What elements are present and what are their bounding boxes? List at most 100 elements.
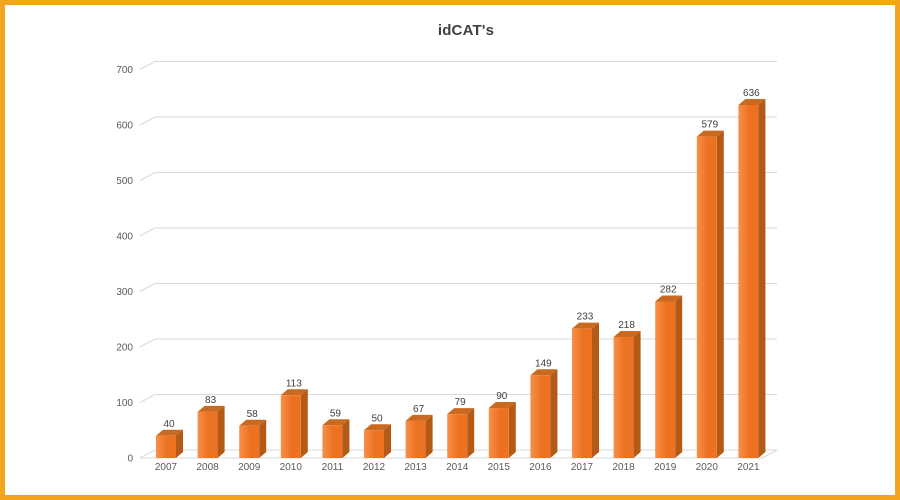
x-axis-label: 2016	[529, 462, 552, 473]
x-axis-label: 2010	[280, 462, 303, 473]
bar-value-label: 282	[660, 284, 677, 295]
bar-value-label: 50	[371, 413, 383, 424]
bar-top-face	[572, 322, 599, 329]
bar-front-face	[696, 136, 717, 458]
bar-value-label: 83	[205, 395, 217, 406]
bar-value-label: 59	[330, 408, 342, 419]
bar-side-face	[384, 424, 391, 458]
axis-tick-diagonal	[139, 449, 156, 459]
bar-group-2009: 58 2009	[238, 409, 267, 473]
bar-top-face	[655, 295, 683, 302]
bar-side-face	[259, 419, 267, 458]
bar-front-face	[239, 425, 260, 458]
x-axis-label: 2014	[446, 462, 469, 473]
bar-group-2018: 218 2018	[612, 320, 641, 473]
y-axis-label: 500	[116, 176, 133, 187]
bar-value-label: 67	[413, 404, 425, 415]
bar-value-label: 149	[535, 358, 552, 369]
bar-side-face	[675, 295, 683, 458]
y-axis-label: 400	[116, 232, 133, 243]
chart-canvas: 0 100 200 300 400 500 600 700 40 2007 83 2008 58 2009…	[116, 61, 778, 473]
y-axis-label: 0	[127, 454, 133, 465]
bar-top-face	[280, 389, 308, 396]
axis-tick-diagonal	[139, 116, 156, 126]
axis-tick-diagonal	[139, 227, 156, 237]
bar-top-face	[696, 130, 724, 137]
bar-front-face	[488, 408, 509, 458]
bar-front-face	[197, 411, 218, 458]
bar-side-face	[633, 331, 641, 458]
y-axis-label: 100	[116, 398, 133, 409]
bar-group-2012: 50 2012	[363, 413, 391, 473]
axis-tick-diagonal	[139, 61, 156, 70]
y-axis-label: 700	[116, 65, 133, 76]
bar-group-2019: 282 2019	[654, 284, 683, 473]
bar-side-face	[550, 369, 558, 458]
bar-group-2013: 67 2013	[404, 404, 433, 473]
chart-title: idCAT's	[437, 22, 495, 39]
axis-tick-diagonal	[139, 338, 156, 348]
bar-side-face	[716, 130, 724, 458]
x-axis-label: 2007	[155, 462, 178, 473]
bar-top-face	[197, 405, 225, 412]
axis-tick-diagonal	[139, 283, 156, 292]
bar-front-face	[738, 105, 759, 459]
bar-side-face	[176, 429, 183, 458]
bar-top-face	[488, 402, 516, 409]
bar-value-label: 233	[577, 312, 594, 323]
bar-value-label: 579	[701, 120, 718, 131]
bar-value-label: 113	[286, 378, 302, 389]
bar-front-face	[364, 430, 384, 458]
bar-value-label: 40	[163, 419, 175, 430]
x-axis-label: 2019	[654, 462, 677, 473]
bar-front-face	[572, 328, 592, 458]
bar-side-face	[508, 402, 516, 458]
bar-front-face	[530, 375, 551, 458]
bar-side-face	[300, 389, 308, 458]
bar-value-label: 636	[743, 88, 760, 99]
x-axis-label: 2018	[612, 462, 635, 473]
bar-side-face	[342, 419, 350, 458]
bar-front-face	[280, 395, 301, 458]
x-axis-label: 2012	[363, 462, 386, 473]
bar-value-label: 58	[247, 409, 259, 420]
bar-top-face	[738, 99, 766, 106]
y-axis-label: 200	[116, 343, 133, 354]
x-axis-label: 2017	[571, 462, 594, 473]
bar-group-2020: 579 2020	[696, 120, 724, 473]
bar-group-2008: 83 2008	[196, 395, 225, 473]
bar-top-face	[156, 429, 183, 436]
bar-front-face	[322, 425, 343, 458]
bar-group-2021: 636 2021	[737, 88, 766, 473]
x-axis-label: 2008	[196, 462, 219, 473]
x-axis-label: 2015	[488, 462, 511, 473]
bar-front-face	[156, 435, 176, 458]
y-axis-label: 600	[116, 121, 133, 132]
bar-group-2007: 40 2007	[155, 419, 183, 473]
bar-group-2016: 149 2016	[529, 358, 558, 473]
bar-front-face	[613, 337, 634, 458]
bar-top-face	[447, 408, 475, 415]
bar-value-label: 90	[496, 391, 508, 402]
x-axis-label: 2011	[322, 462, 344, 473]
bar-value-label: 79	[455, 397, 467, 408]
bar-top-face	[364, 424, 391, 431]
bar-side-face	[467, 408, 475, 458]
bar-top-face	[613, 331, 641, 338]
bar-side-face	[592, 322, 599, 458]
bar-value-label: 218	[618, 320, 635, 331]
x-axis-label: 2009	[238, 462, 261, 473]
bar-group-2017: 233 2017	[571, 312, 599, 473]
bar-group-2011: 59 2011	[322, 408, 350, 473]
bar-side-face	[217, 405, 225, 458]
y-axis-label: 300	[116, 287, 133, 298]
axis-tick-diagonal	[139, 172, 156, 181]
bar-top-face	[322, 419, 350, 426]
bar-front-face	[447, 414, 468, 458]
x-axis-label: 2020	[696, 462, 719, 473]
bar-front-face	[405, 420, 426, 458]
bar-group-2010: 113 2010	[280, 378, 308, 473]
bar-top-face	[239, 419, 267, 426]
bar-top-face	[405, 414, 433, 421]
